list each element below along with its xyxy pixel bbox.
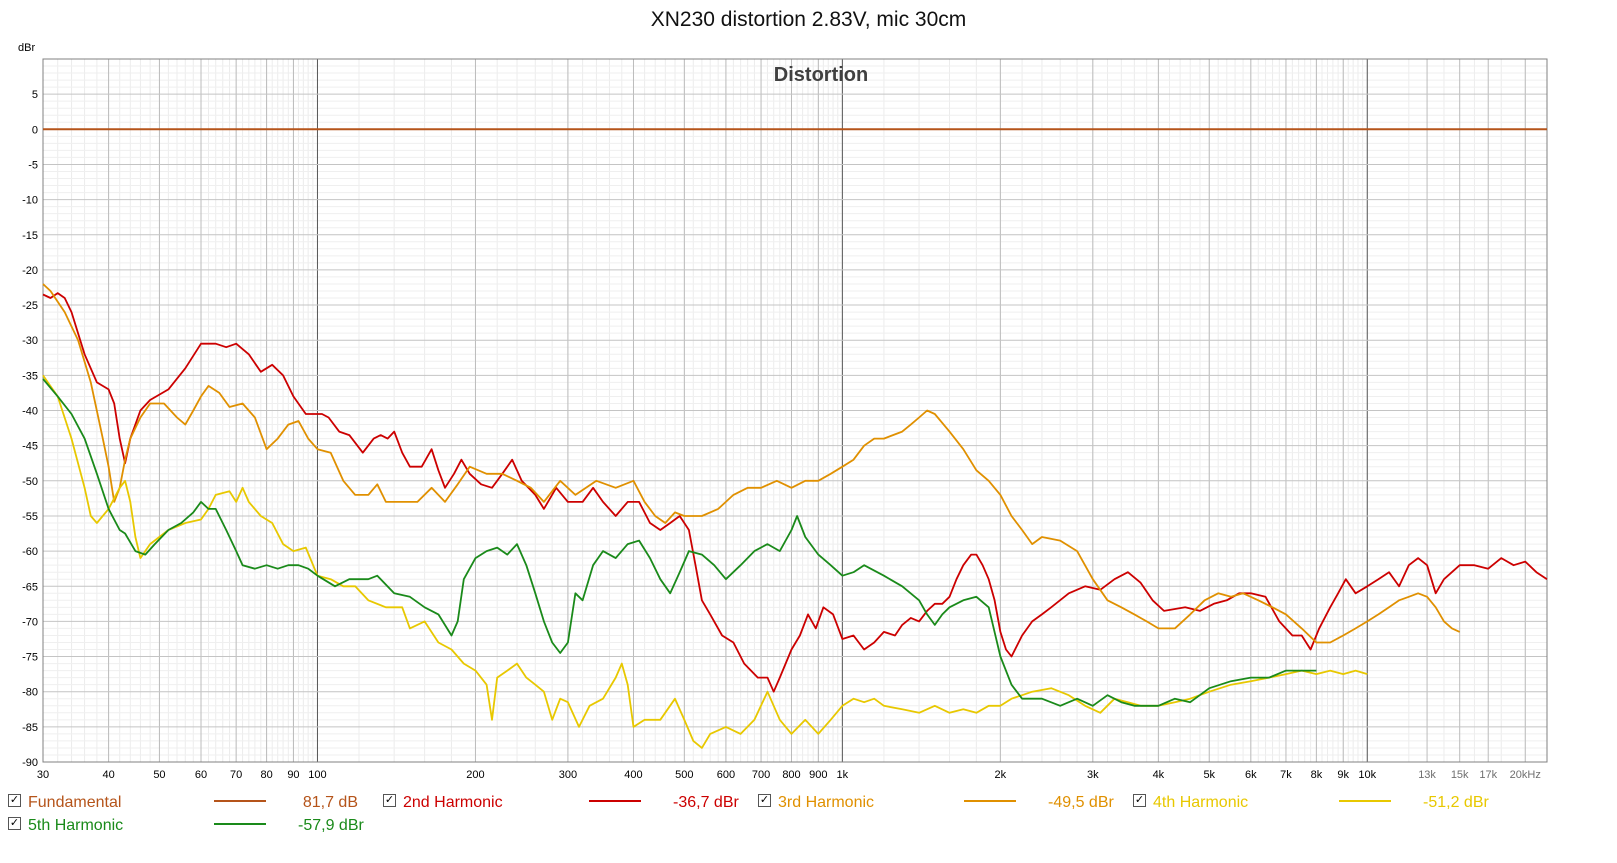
y-tick-label: -60 bbox=[22, 546, 38, 558]
x-tick-label: 4k bbox=[1153, 769, 1165, 781]
y-tick-label: -25 bbox=[22, 300, 38, 312]
plot-frame bbox=[42, 58, 1548, 763]
y-tick-label: -50 bbox=[22, 476, 38, 488]
legend-value: -36,7 dBr bbox=[673, 794, 739, 811]
y-tick-label: -90 bbox=[22, 757, 38, 769]
x-tick-label: 200 bbox=[466, 769, 484, 781]
series-line-5th-harmonic bbox=[42, 378, 1317, 707]
x-tick-label: 7k bbox=[1280, 769, 1292, 781]
x-tick-label: 2k bbox=[995, 769, 1007, 781]
x-tick-label: 80 bbox=[260, 769, 272, 781]
legend-value: -57,9 dBr bbox=[298, 817, 364, 834]
y-tick-label: -70 bbox=[22, 616, 38, 628]
x-tick-label: 50 bbox=[153, 769, 165, 781]
legend-series-name: 3rd Harmonic bbox=[778, 794, 875, 811]
x-tick-label: 700 bbox=[752, 769, 770, 781]
legend-item-3rd-harmonic: ✓ 3rd Harmonic -49,5 dBr bbox=[758, 790, 1118, 812]
y-tick-label: -5 bbox=[28, 159, 38, 171]
legend-value: -51,2 dBr bbox=[1423, 794, 1489, 811]
y-tick-label: -85 bbox=[22, 722, 38, 734]
chart-title: XN230 distortion 2.83V, mic 30cm bbox=[650, 8, 967, 31]
legend-swatch bbox=[214, 800, 266, 802]
x-tick-label: 400 bbox=[624, 769, 642, 781]
series-line-4th-harmonic bbox=[42, 374, 1368, 749]
legend-swatch bbox=[214, 823, 266, 825]
x-tick-label: 300 bbox=[559, 769, 577, 781]
x-tick-label: 17k bbox=[1479, 769, 1497, 781]
y-axis-ticks: 5 0 -5 -10 -15 -20 -25 -30 -35 -40 -45 -50 -55 -60 -65… bbox=[22, 89, 38, 769]
y-tick-label: -40 bbox=[22, 406, 38, 418]
y-tick-label: -75 bbox=[22, 652, 38, 664]
x-tick-label: 800 bbox=[782, 769, 800, 781]
legend-checkbox[interactable]: ✓ bbox=[758, 794, 771, 807]
x-tick-label: 500 bbox=[675, 769, 693, 781]
y-axis-label: dBr bbox=[18, 42, 35, 54]
x-tick-label: 15k bbox=[1451, 769, 1469, 781]
series-line-3rd-harmonic bbox=[42, 283, 1461, 644]
x-tick-label: 30 bbox=[37, 769, 49, 781]
y-tick-label: 5 bbox=[32, 89, 38, 101]
x-tick-label: 100 bbox=[308, 769, 326, 781]
x-tick-label: 600 bbox=[717, 769, 735, 781]
x-tick-label: 10k bbox=[1358, 769, 1376, 781]
x-tick-label: 900 bbox=[809, 769, 827, 781]
y-tick-label: -30 bbox=[22, 335, 38, 347]
y-tick-label: -35 bbox=[22, 370, 38, 382]
legend-swatch bbox=[1339, 800, 1391, 802]
legend-series-name: 4th Harmonic bbox=[1153, 794, 1249, 811]
series-line-2nd-harmonic bbox=[42, 292, 1548, 693]
y-tick-label: 0 bbox=[32, 124, 38, 136]
legend-item-4th-harmonic: ✓ 4th Harmonic -51,2 dBr bbox=[1133, 790, 1493, 812]
y-tick-label: -20 bbox=[22, 265, 38, 277]
legend-swatch bbox=[964, 800, 1016, 802]
x-tick-label: 1k bbox=[837, 769, 849, 781]
legend-item-5th-harmonic: ✓ 5th Harmonic -57,9 dBr bbox=[8, 813, 368, 835]
x-axis-ticks: 30 40 50 60 70 80 90 100 200 300 400 500 600 700 800 90… bbox=[37, 769, 1541, 781]
x-tick-label: 5k bbox=[1203, 769, 1215, 781]
x-tick-label: 6k bbox=[1245, 769, 1257, 781]
y-tick-label: -65 bbox=[22, 581, 38, 593]
legend-value: 81,7 dB bbox=[302, 794, 358, 811]
x-tick-label: 9k bbox=[1337, 769, 1349, 781]
x-tick-label: 40 bbox=[102, 769, 114, 781]
legend-item-fundamental: ✓ Fundamental 81,7 dB bbox=[8, 790, 368, 812]
legend-checkbox[interactable]: ✓ bbox=[8, 794, 21, 807]
y-tick-label: -45 bbox=[22, 441, 38, 453]
x-tick-label: 90 bbox=[287, 769, 299, 781]
x-tick-label: 3k bbox=[1087, 769, 1099, 781]
x-tick-label: 60 bbox=[195, 769, 207, 781]
y-tick-label: -10 bbox=[22, 195, 38, 207]
legend-checkbox[interactable]: ✓ bbox=[8, 817, 21, 830]
legend-item-2nd-harmonic: ✓ 2nd Harmonic -36,7 dBr bbox=[383, 790, 743, 812]
series-layer bbox=[42, 128, 1548, 749]
y-tick-label: -80 bbox=[22, 687, 38, 699]
legend-checkbox[interactable]: ✓ bbox=[1133, 794, 1146, 807]
y-tick-label: -55 bbox=[22, 511, 38, 523]
x-tick-label: 20kHz bbox=[1510, 769, 1541, 781]
legend-value: -49,5 dBr bbox=[1048, 794, 1114, 811]
grid-major bbox=[42, 59, 1547, 763]
x-tick-label: 8k bbox=[1311, 769, 1323, 781]
x-tick-label: 70 bbox=[230, 769, 242, 781]
x-tick-label: 13k bbox=[1418, 769, 1436, 781]
legend-series-name: 2nd Harmonic bbox=[403, 794, 503, 811]
legend-swatch bbox=[589, 800, 641, 802]
legend-series-name: Fundamental bbox=[28, 794, 122, 811]
y-tick-label: -15 bbox=[22, 230, 38, 242]
legend-checkbox[interactable]: ✓ bbox=[383, 794, 396, 807]
legend-series-name: 5th Harmonic bbox=[28, 817, 124, 834]
plot-subtitle: Distortion bbox=[774, 64, 868, 86]
